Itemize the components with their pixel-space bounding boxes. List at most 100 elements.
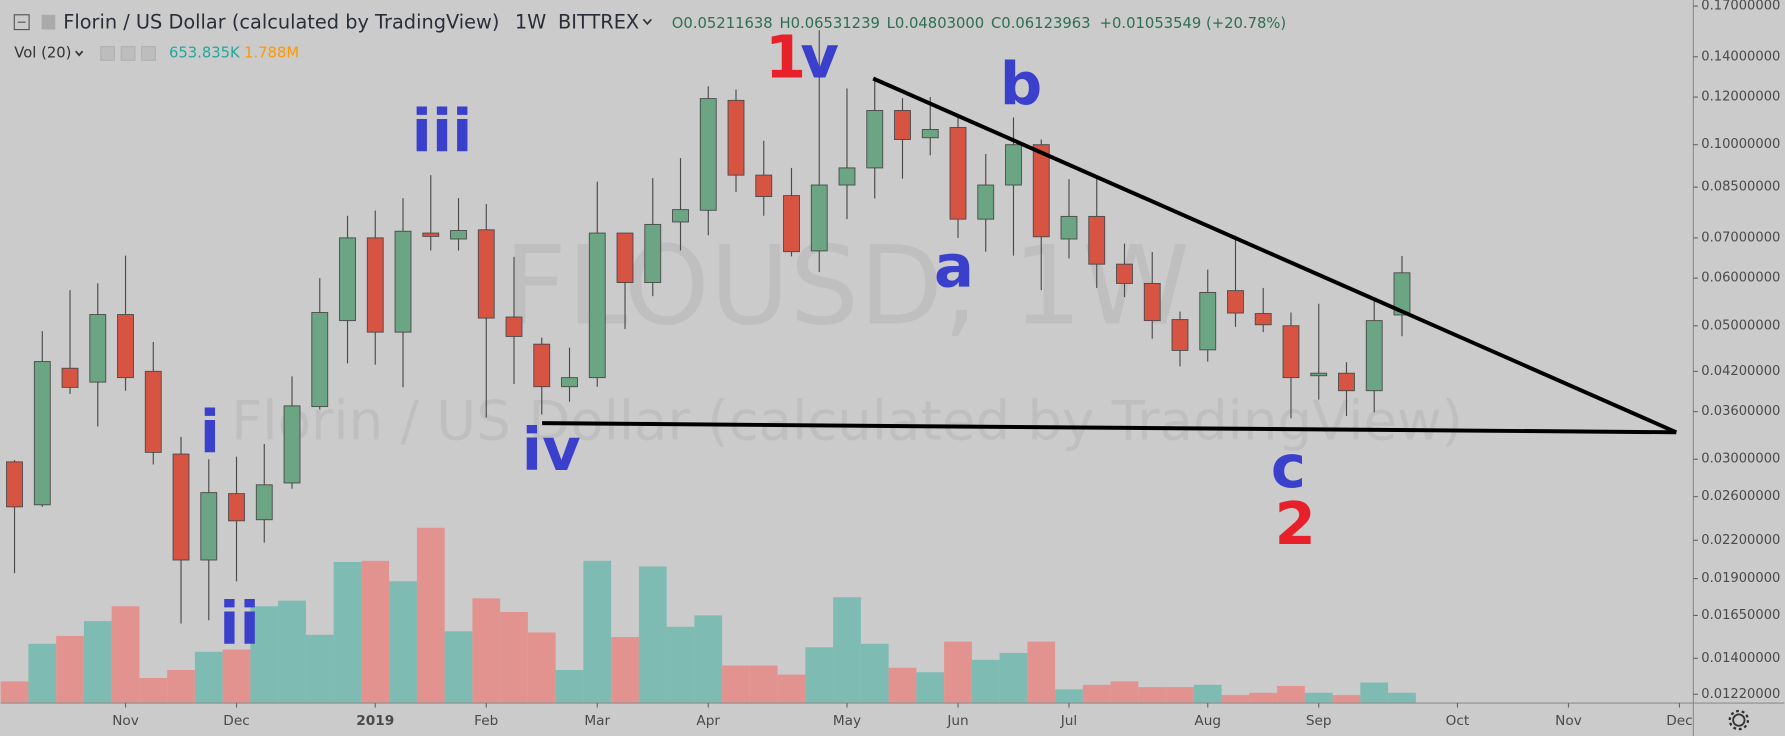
volume-bar	[944, 641, 972, 704]
y-tick-label: 0.01400000	[1701, 651, 1780, 666]
candle-body	[255, 484, 273, 521]
wave-label: 1	[765, 22, 806, 91]
wave-label: iv	[522, 415, 581, 484]
x-tick-label: Aug	[1194, 713, 1221, 729]
volume-bar	[361, 560, 390, 704]
volume-bar	[167, 670, 195, 704]
settings-gear[interactable]	[1728, 709, 1750, 731]
volume-bar	[444, 631, 473, 704]
candle-body	[699, 98, 717, 211]
trendline	[542, 421, 1677, 435]
candle-body	[450, 230, 467, 240]
interval[interactable]: 1W	[515, 10, 546, 33]
candle-body	[727, 99, 745, 176]
wave-label: i	[200, 398, 220, 467]
volume-bar	[1110, 681, 1139, 704]
candle-body	[1171, 319, 1189, 351]
volume-bar	[500, 612, 528, 704]
y-tick-label: 0.17000000	[1701, 0, 1780, 14]
candle-body	[1365, 320, 1383, 392]
volume-bar	[1193, 684, 1222, 704]
collapse-button[interactable]	[13, 14, 30, 31]
candle-body	[33, 361, 51, 506]
gear-teeth[interactable]	[1728, 709, 1750, 731]
candle-body	[1282, 325, 1300, 379]
volume-bar	[611, 637, 639, 704]
exchange[interactable]: BITTREX	[558, 10, 639, 33]
x-tick-label: Nov	[112, 713, 139, 729]
volume-bar	[749, 665, 778, 704]
y-tick-label: 0.05000000	[1701, 318, 1780, 333]
candle-body	[1116, 263, 1133, 284]
volume-bar	[1082, 684, 1111, 704]
volume-bar	[333, 561, 362, 704]
volume-bar	[472, 598, 501, 704]
volume-bar	[694, 615, 723, 704]
volume-chevron[interactable]	[75, 50, 84, 57]
ohlc-value: 0.06123963	[1001, 15, 1090, 32]
candle-body	[866, 110, 884, 169]
candle-body	[949, 127, 967, 220]
x-tick-label: Sep	[1306, 713, 1332, 729]
volume-name[interactable]: Vol (20)	[14, 44, 71, 61]
candle-body	[755, 174, 773, 198]
y-tick-label: 0.14000000	[1701, 49, 1780, 64]
volume-bar	[1055, 689, 1083, 704]
y-tick-label: 0.01650000	[1701, 608, 1780, 623]
candle-body	[117, 314, 134, 379]
volume-bar	[1166, 687, 1194, 704]
volume-bar	[83, 621, 112, 704]
volume-bar	[916, 672, 945, 704]
price-axis: 0.17000000 0.14000000 0.12000000 0.10000000…	[1693, 0, 1780, 702]
candle-body	[1060, 215, 1078, 240]
candle-body	[477, 229, 495, 319]
wave-label: 2	[1275, 489, 1316, 558]
ohlc-key: L	[887, 15, 896, 32]
candle-body	[1005, 144, 1022, 186]
volume-bar	[833, 597, 861, 704]
candle-body	[838, 167, 856, 186]
candle-body	[339, 237, 356, 322]
volume-bar	[777, 674, 806, 704]
volume-ma: 1.788M	[244, 44, 299, 61]
candle-body	[283, 405, 301, 484]
trendline	[872, 76, 1678, 435]
volume-bar	[305, 634, 334, 704]
ohlc-value: 0.06531239	[791, 15, 880, 32]
volume-bar	[1388, 692, 1416, 704]
remove-button[interactable]	[141, 46, 156, 61]
time-axis: Nov Dec 2019 Feb Mar Apr May Jun Jul Aug Sep Oct Nov…	[112, 703, 1693, 729]
y-tick-label: 0.06000000	[1701, 271, 1780, 286]
candle-body	[422, 232, 440, 237]
exchange-chevron[interactable]	[642, 18, 652, 26]
volume-bar	[1304, 692, 1333, 704]
gear-icon[interactable]	[1732, 713, 1746, 727]
y-tick-label: 0.07000000	[1701, 230, 1780, 245]
candle-body	[1143, 282, 1161, 322]
volume-bar	[389, 581, 417, 704]
volume-bar	[222, 649, 251, 704]
candle-body	[172, 453, 190, 561]
y-tick-label: 0.10000000	[1701, 137, 1780, 152]
x-tick-label: May	[833, 713, 861, 729]
candle-body	[783, 195, 800, 253]
volume-pane	[0, 527, 1416, 704]
wave-label: b	[1000, 50, 1042, 119]
candle-body	[366, 237, 384, 333]
volume-bar	[250, 606, 279, 704]
eye-button[interactable]	[100, 46, 115, 61]
candle-body	[200, 492, 218, 561]
watermark-symbol: FLOUSD, 1W	[504, 222, 1190, 349]
symbol-title[interactable]: Florin / US Dollar (calculated by Tradin…	[63, 10, 499, 33]
candle-body	[810, 184, 828, 252]
x-tick-label: Apr	[696, 713, 720, 729]
candle-body	[977, 184, 995, 220]
volume-bar	[722, 665, 750, 704]
candle-body	[616, 232, 634, 284]
candle-body	[144, 370, 162, 453]
candle-body	[1032, 144, 1050, 238]
settings-button[interactable]	[120, 46, 136, 61]
candle-body	[1254, 313, 1272, 326]
